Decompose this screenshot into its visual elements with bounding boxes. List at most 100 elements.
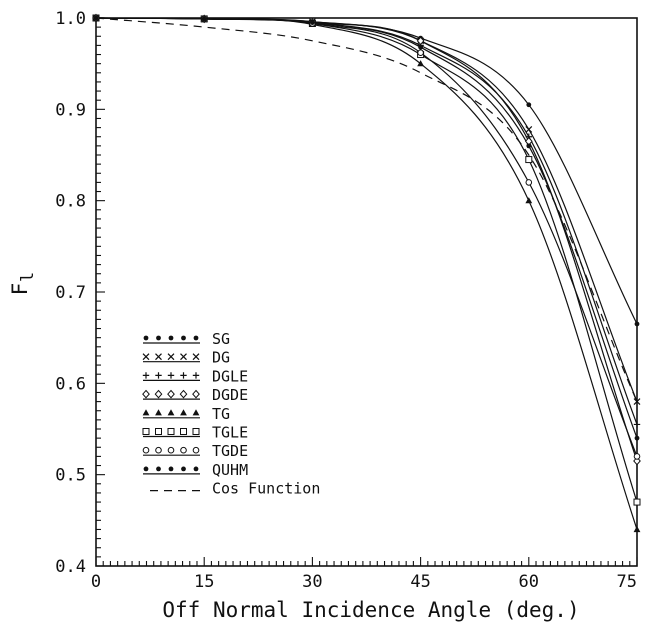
legend-item-dgde: DGDE: [142, 386, 248, 404]
legend-marker: [143, 335, 149, 341]
legend-marker: [192, 446, 200, 454]
y-tick-label: 0.8: [55, 192, 86, 212]
point-sg: [634, 321, 640, 327]
marker-layer: [92, 13, 641, 533]
legend-label: TGDE: [212, 442, 248, 460]
legend-marker: [192, 409, 200, 416]
point-quhm: [201, 16, 207, 22]
legend-item-cos-function: Cos Function: [150, 480, 320, 498]
legend-marker: [142, 389, 150, 399]
legend-marker: [180, 409, 187, 416]
legend-label: Cos Function: [212, 480, 320, 498]
y-axis-title-group: F l: [8, 272, 38, 295]
legend-item-tg: TG: [142, 405, 230, 423]
series-line-cos-function: [95, 17, 638, 402]
point-tg: [525, 197, 533, 204]
series-line-tg: [95, 17, 638, 530]
x-tick-label: 45: [410, 572, 430, 592]
series-line-tgle: [95, 17, 638, 503]
legend-marker: [168, 335, 174, 341]
point-quhm: [634, 435, 640, 441]
legend-label: DGLE: [212, 367, 248, 385]
point-dgde: [416, 36, 425, 46]
legend-marker: [180, 446, 187, 454]
x-tick-label: 0: [91, 572, 101, 592]
legend-marker: [168, 466, 174, 472]
y-tick-label: 0.5: [55, 466, 86, 486]
legend-marker: [193, 335, 199, 341]
legend-marker: [156, 466, 161, 472]
point-tgde: [525, 179, 533, 186]
legend-marker: [155, 409, 162, 416]
legend-marker: [142, 428, 150, 435]
legend-label: TGLE: [212, 424, 248, 442]
x-tick-label: 30: [302, 572, 322, 592]
axes: 0 15 30 45 60 75 0.4 0.5 0.6 0.7 0.8 0.9 1.0: [55, 9, 638, 592]
y-tick-label: 0.9: [55, 100, 86, 120]
legend-label: SG: [212, 330, 230, 348]
legend-marker: [155, 372, 162, 379]
series-line-tgde: [95, 17, 638, 457]
legend-marker: [167, 353, 175, 361]
y-tick-label: 1.0: [55, 9, 86, 29]
point-tgde: [417, 49, 424, 57]
legend-marker: [142, 372, 150, 379]
plot-frame: [95, 17, 638, 567]
x-tick-label: 15: [194, 572, 214, 592]
point-quhm: [418, 44, 423, 50]
y-axis-title-subscript: l: [18, 272, 38, 282]
x-tick-label: 60: [519, 572, 539, 592]
series-line-dg: [95, 17, 638, 402]
legend-marker: [167, 409, 175, 416]
legend-label: QUHM: [212, 461, 248, 479]
point-sg: [526, 102, 532, 108]
legend-label: DG: [212, 349, 230, 367]
y-axis-title: F: [8, 283, 32, 296]
series-layer: [95, 17, 638, 530]
legend-item-quhm: QUHM: [143, 461, 248, 479]
legend-marker: [180, 372, 187, 379]
legend-marker: [192, 428, 200, 435]
point-tg: [417, 60, 424, 67]
legend-marker: [156, 335, 161, 341]
legend-marker: [167, 446, 175, 454]
point-dgle: [633, 421, 641, 428]
legend-marker: [193, 466, 199, 472]
series-line-dgle: [95, 17, 638, 425]
y-tick-label: 0.7: [55, 283, 86, 303]
legend-marker: [167, 372, 175, 379]
legend-marker: [192, 389, 200, 399]
point-tg: [633, 525, 641, 533]
legend-marker: [181, 335, 186, 341]
x-tick-label: 75: [617, 572, 637, 592]
legend-marker: [180, 428, 187, 435]
point-quhm: [310, 20, 315, 25]
legend-item-tgle: TGLE: [142, 424, 248, 442]
point-dg: [525, 126, 533, 133]
point-dg: [633, 398, 641, 406]
legend-marker: [192, 372, 200, 379]
legend-marker: [155, 353, 162, 361]
point-tgle: [633, 498, 641, 506]
point-tgle: [525, 156, 533, 164]
legend-marker: [142, 353, 150, 361]
legend-marker: [142, 409, 150, 416]
y-tick-label: 0.6: [55, 374, 86, 394]
y-tick-label: 0.4: [55, 557, 86, 577]
series-line-sg: [95, 17, 638, 325]
legend-marker: [155, 446, 162, 454]
legend-marker: [180, 353, 187, 361]
x-axis-title: Off Normal Incidence Angle (deg.): [162, 598, 579, 622]
legend-item-dgle: DGLE: [142, 367, 248, 385]
point-quhm: [526, 143, 532, 149]
legend-marker: [192, 353, 200, 361]
legend-label: TG: [212, 405, 230, 423]
legend-item-tgde: TGDE: [142, 442, 248, 460]
legend-marker: [143, 466, 149, 472]
legend-marker: [155, 428, 162, 435]
legend-marker: [142, 446, 150, 454]
legend-label: DGDE: [212, 386, 248, 404]
legend-item-dg: DG: [142, 349, 230, 367]
